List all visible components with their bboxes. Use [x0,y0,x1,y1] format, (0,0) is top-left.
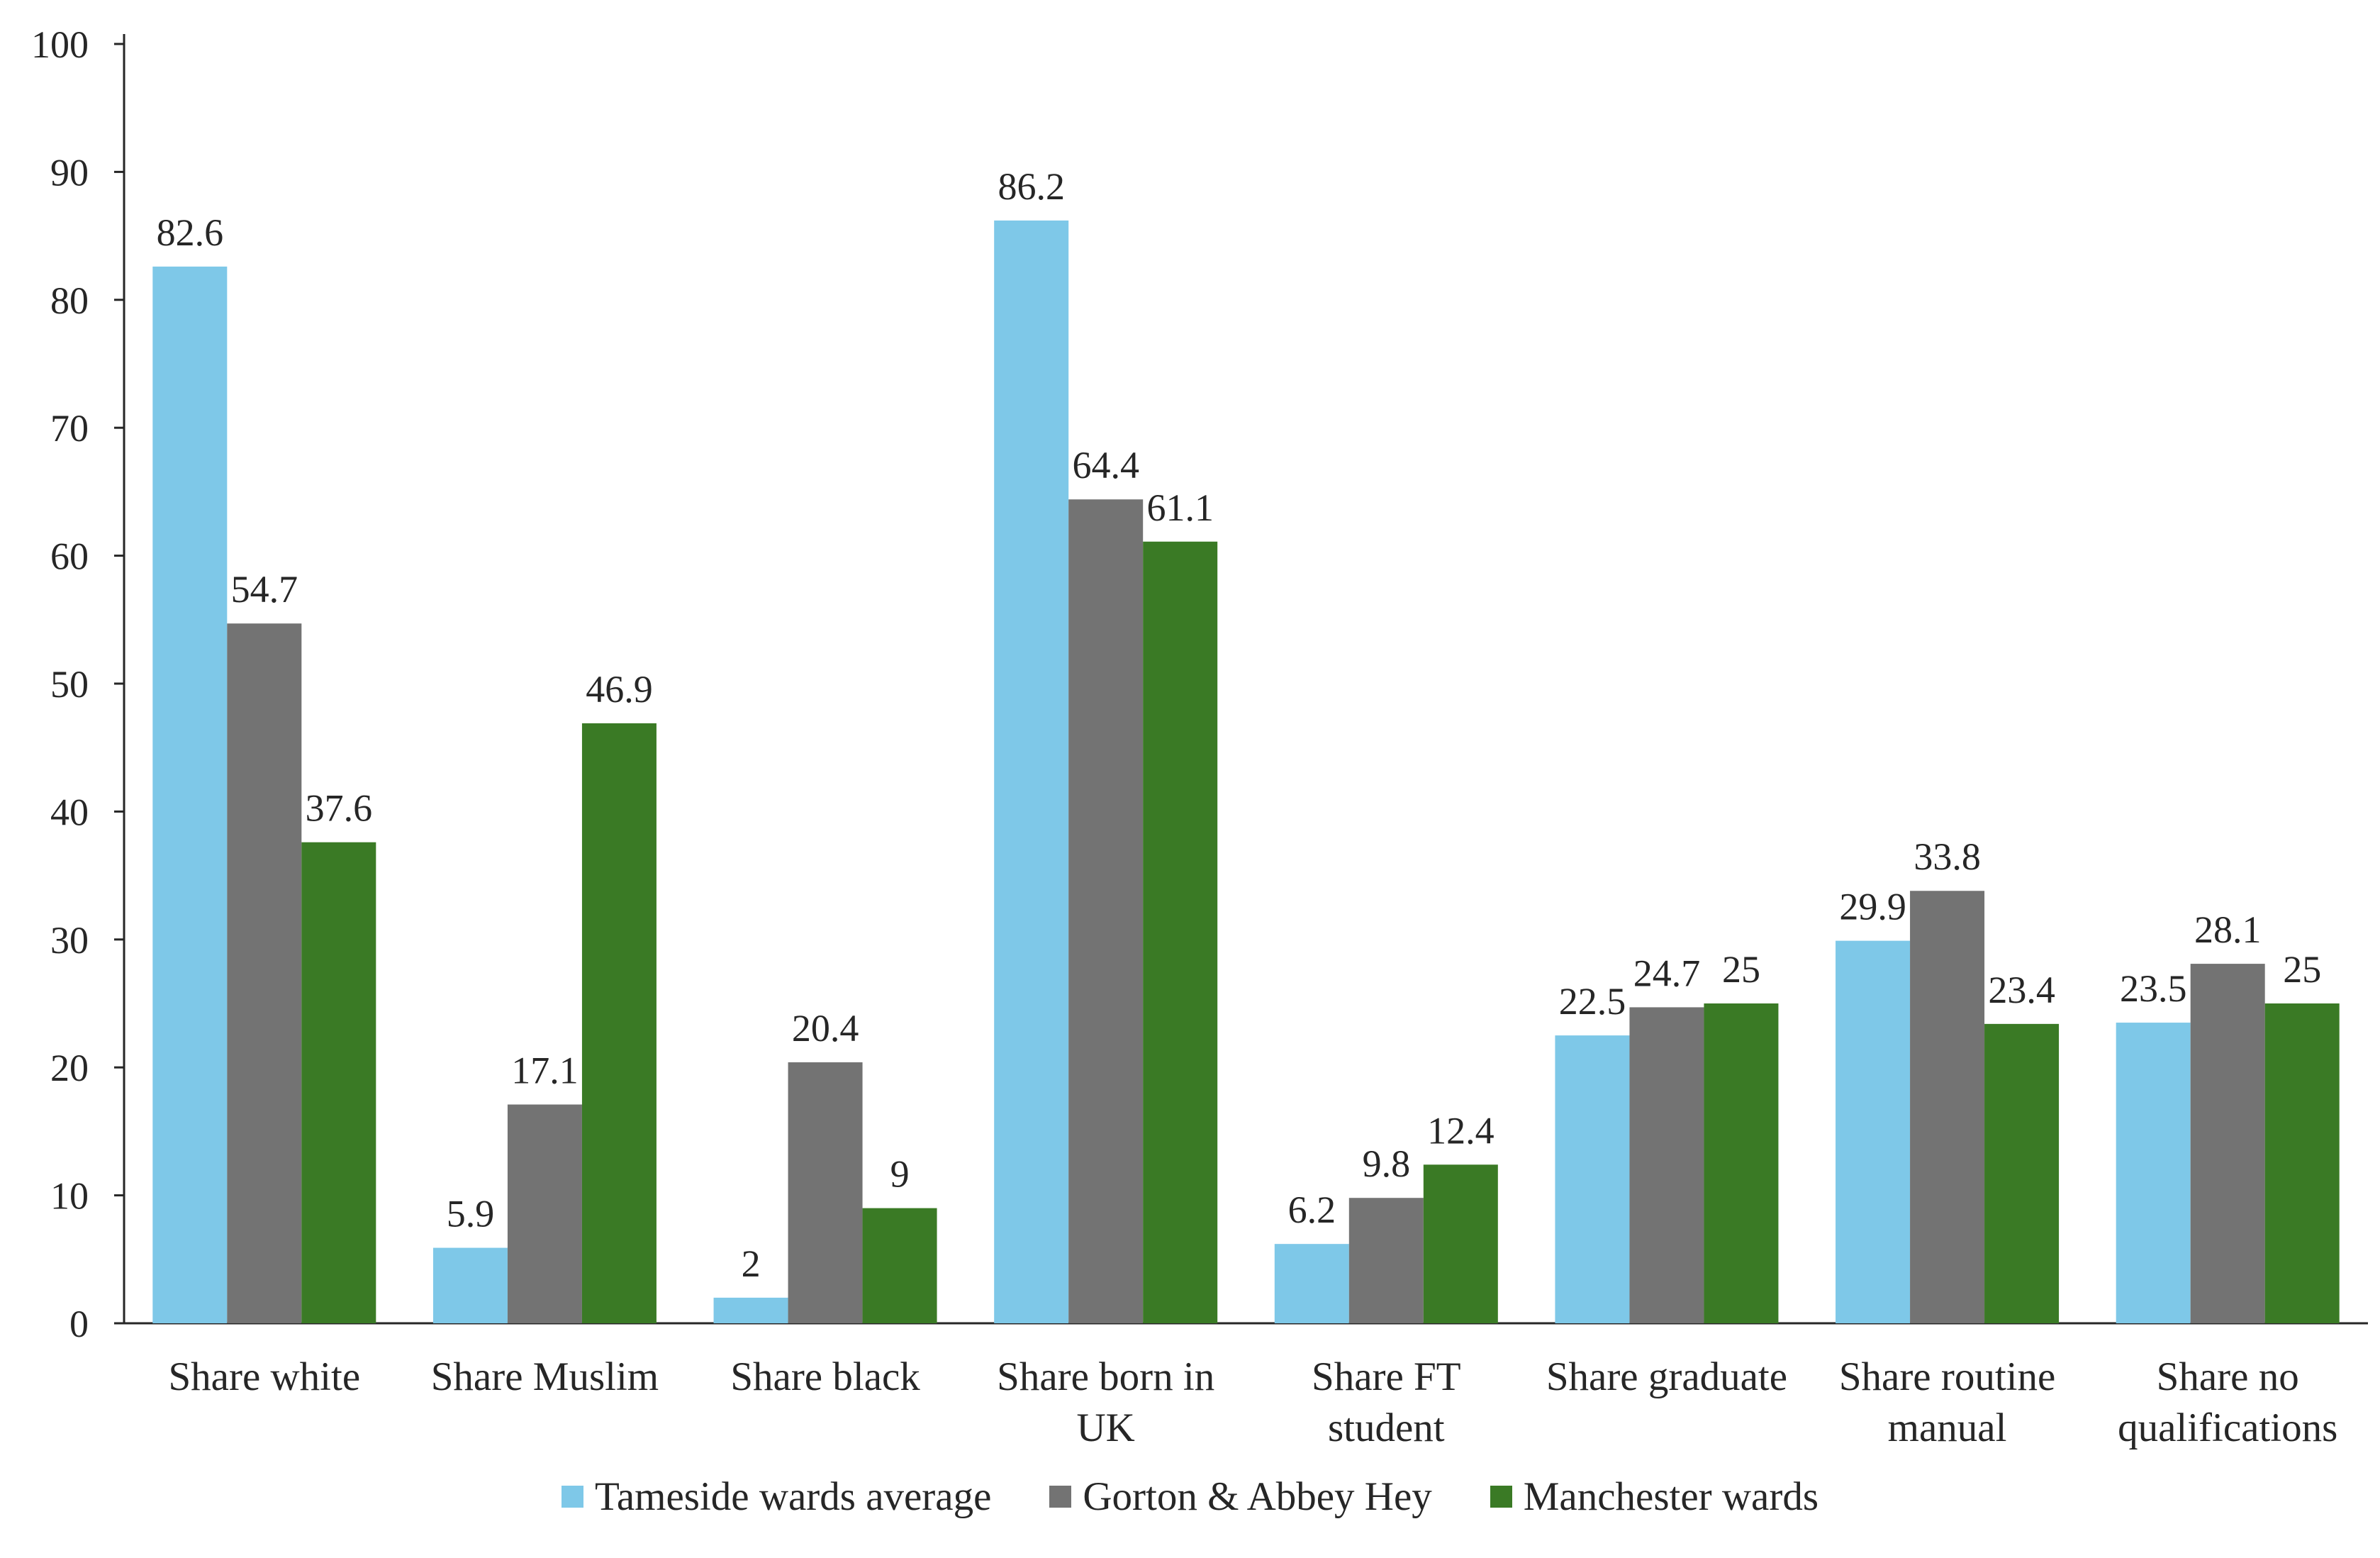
legend-label-tameside: Tameside wards average [594,1474,992,1519]
legend-label-gorton: Gorton & Abbey Hey [1083,1474,1432,1519]
legend-item-manchester: Manchester wards [1490,1474,1818,1520]
y-tick-label: 100 [31,23,89,66]
data-label: 64.4 [1072,444,1139,486]
legend-swatch-gorton [1049,1486,1072,1508]
x-tick-label: manual [1888,1406,2007,1450]
bar [788,1062,863,1323]
data-label: 9.8 [1363,1142,1411,1185]
x-tick-label: Share white [168,1354,360,1399]
bar [1629,1007,1704,1323]
y-tick-label: 10 [50,1175,89,1218]
y-tick-label: 20 [50,1047,89,1089]
y-tick-label: 70 [50,407,89,450]
x-tick-label: Share Muslim [431,1354,659,1399]
data-label: 5.9 [447,1193,495,1235]
data-label: 20.4 [792,1007,859,1050]
data-label: 9 [890,1153,910,1196]
legend-swatch-manchester [1490,1486,1512,1508]
bar [862,1208,937,1323]
x-tick-label: Share no [2157,1354,2299,1399]
y-tick-label: 40 [50,791,89,833]
bar [1836,940,1911,1323]
bar [994,220,1069,1323]
data-label: 22.5 [1559,980,1626,1023]
data-label: 2 [742,1242,761,1285]
bar [1143,541,1218,1323]
x-tick-label: student [1328,1406,1445,1450]
bar [1274,1244,1349,1323]
data-label: 17.1 [511,1050,579,1092]
data-label: 6.2 [1288,1189,1336,1231]
bar [1984,1023,2060,1323]
bar [2190,964,2265,1323]
data-label: 23.5 [2120,967,2187,1010]
bar [432,1247,508,1323]
y-tick-label: 60 [50,535,89,578]
data-label: 25 [1722,948,1760,991]
y-tick-label: 30 [50,919,89,962]
x-tick-label: Share FT [1312,1354,1461,1399]
bar [1348,1198,1424,1323]
bar [2264,1003,2340,1323]
bar [1068,499,1144,1323]
bar [581,723,657,1323]
x-tick-label: qualifications [2118,1406,2337,1450]
bar [227,623,302,1323]
bar [1704,1003,1779,1323]
y-tick-label: 0 [69,1303,89,1345]
x-tick-label: Share graduate [1546,1354,1787,1399]
x-tick-label: UK [1077,1406,1135,1450]
y-tick-label: 90 [50,151,89,194]
legend: Tameside wards average Gorton & Abbey He… [0,1474,2380,1520]
data-label: 61.1 [1146,486,1214,529]
legend-item-gorton: Gorton & Abbey Hey [1049,1474,1432,1520]
bar [301,842,376,1323]
bar [507,1104,582,1323]
data-label: 82.6 [157,211,224,254]
legend-label-manchester: Manchester wards [1523,1474,1819,1519]
bar [152,266,228,1323]
bar [2116,1023,2191,1323]
data-label: 23.4 [1988,969,2055,1011]
bar [1555,1035,1630,1323]
data-label: 12.4 [1427,1109,1495,1152]
legend-item-tameside: Tameside wards average [561,1474,992,1520]
data-label: 28.1 [2194,908,2262,951]
x-tick-label: Share black [730,1354,920,1399]
bar [1423,1164,1498,1323]
data-label: 54.7 [231,568,298,611]
data-label: 46.9 [586,668,653,711]
data-label: 86.2 [998,165,1065,208]
data-label: 33.8 [1914,835,1981,878]
bar [1910,891,1985,1323]
x-tick-label: Share routine [1839,1354,2055,1399]
x-tick-label: Share born in [997,1354,1214,1399]
data-label: 37.6 [306,787,373,830]
y-tick-label: 50 [50,663,89,706]
legend-swatch-tameside [561,1486,583,1508]
data-label: 25 [2283,948,2321,991]
y-tick-label: 80 [50,279,89,322]
data-label: 29.9 [1839,886,1906,928]
data-label: 24.7 [1633,952,1701,994]
bar [713,1297,788,1323]
